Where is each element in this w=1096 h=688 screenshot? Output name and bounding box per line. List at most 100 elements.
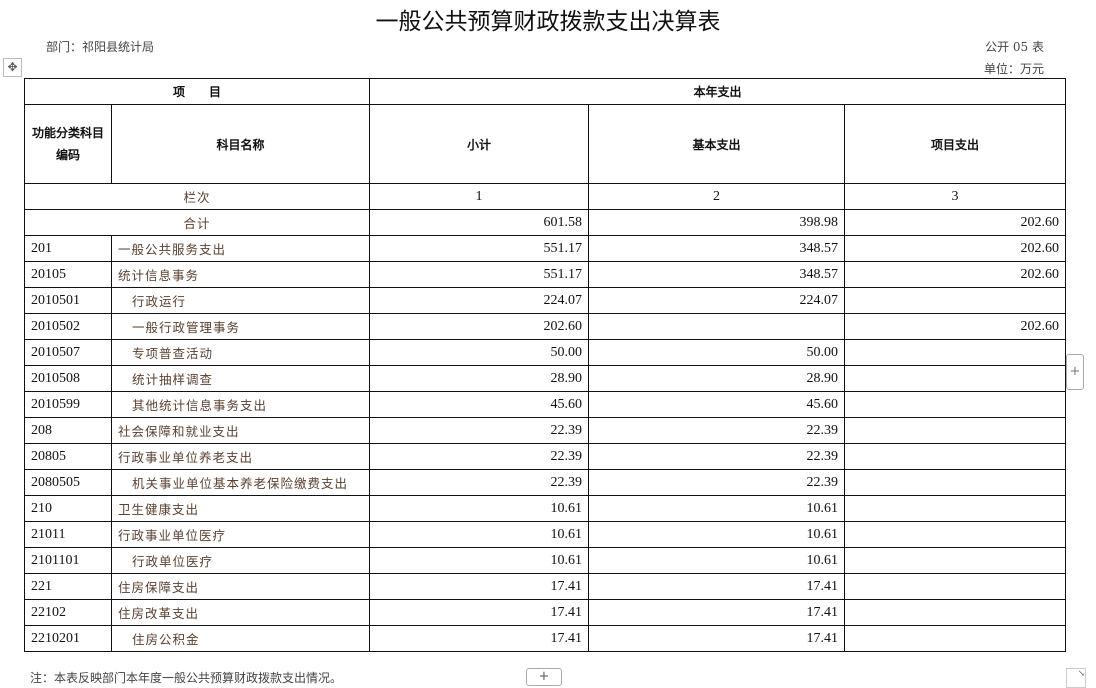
- resize-handle-icon[interactable]: ↘: [1066, 668, 1086, 688]
- row-name: 统计抽样调查: [110, 365, 371, 392]
- row-project: [844, 339, 1067, 366]
- page-title: 一般公共预算财政拨款支出决算表: [375, 9, 721, 35]
- table-row: 20805 行政事业单位养老支出 22.39 22.39: [24, 443, 1067, 470]
- row-code: 2010599: [24, 391, 112, 418]
- row-project: 202.60: [844, 235, 1067, 262]
- row-subtotal: 551.17: [369, 261, 590, 288]
- table-row: 201 一般公共服务支出 551.17 348.57 202.60: [24, 235, 1067, 262]
- row-code: 201: [24, 235, 112, 262]
- row-subtotal: 17.41: [369, 599, 590, 626]
- table-row: 2080505 机关事业单位基本养老保险缴费支出 22.39 22.39: [24, 469, 1067, 496]
- header-row-1: 项 目 本年支出: [23, 78, 1067, 105]
- row-project: [844, 521, 1067, 548]
- add-column-button[interactable]: +: [1066, 354, 1084, 390]
- table-row: 2010502 一般行政管理事务 202.60 202.60: [24, 313, 1067, 340]
- column-index-2: 2: [588, 183, 846, 210]
- row-name: 其他统计信息事务支出: [110, 391, 371, 418]
- table-row: 22102 住房改革支出 17.41 17.41: [24, 599, 1067, 626]
- row-name: 行政事业单位养老支出: [110, 443, 371, 470]
- row-subtotal: 22.39: [369, 469, 590, 496]
- row-code: 2101101: [24, 547, 112, 574]
- row-subtotal: 17.41: [369, 573, 590, 600]
- add-row-button[interactable]: +: [526, 668, 562, 686]
- row-basic: 348.57: [588, 235, 846, 262]
- table-row: 20105 统计信息事务 551.17 348.57 202.60: [24, 261, 1067, 288]
- footnote: 注：本表反映部门本年度一般公共预算财政拨款支出情况。: [30, 671, 343, 685]
- table-row: 208 社会保障和就业支出 22.39 22.39: [24, 417, 1067, 444]
- row-basic: 50.00: [588, 339, 846, 366]
- row-basic: 17.41: [588, 625, 846, 652]
- table-row: 210 卫生健康支出 10.61 10.61: [24, 495, 1067, 522]
- row-project: [844, 547, 1067, 574]
- row-project: [844, 365, 1067, 392]
- row-basic: 28.90: [588, 365, 846, 392]
- table-number: 公开 05 表: [985, 40, 1044, 54]
- column-index-row: 栏次 1 2 3: [23, 183, 1067, 210]
- row-name: 行政运行: [110, 287, 371, 314]
- table-row: 2210201 住房公积金 17.41 17.41: [24, 625, 1067, 652]
- row-basic: 10.61: [588, 521, 846, 548]
- table-row: 2010508 统计抽样调查 28.90 28.90: [24, 365, 1067, 392]
- total-row: 合计 601.58 398.98 202.60: [23, 209, 1067, 236]
- row-subtotal: 202.60: [369, 313, 590, 340]
- row-name: 卫生健康支出: [110, 495, 371, 522]
- row-code: 2010501: [24, 287, 112, 314]
- row-code: 22102: [24, 599, 112, 626]
- header-basic: 基本支出: [588, 104, 846, 184]
- row-project: [844, 391, 1067, 418]
- table-row: 2010507 专项普查活动 50.00 50.00: [24, 339, 1067, 366]
- row-subtotal: 28.90: [369, 365, 590, 392]
- table-row: 21011 行政事业单位医疗 10.61 10.61: [24, 521, 1067, 548]
- row-subtotal: 17.41: [369, 625, 590, 652]
- header-project: 项 目: [23, 78, 371, 105]
- row-basic: 17.41: [588, 599, 846, 626]
- row-basic: [588, 313, 846, 340]
- table-row: 2010501 行政运行 224.07 224.07: [24, 287, 1067, 314]
- row-code: 208: [24, 417, 112, 444]
- row-name: 住房改革支出: [110, 599, 371, 626]
- row-name: 行政单位医疗: [110, 547, 371, 574]
- row-basic: 10.61: [588, 547, 846, 574]
- total-basic: 398.98: [588, 209, 846, 236]
- row-code: 20105: [24, 261, 112, 288]
- table-row: 2010599 其他统计信息事务支出 45.60 45.60: [24, 391, 1067, 418]
- header-row-2: 功能分类科目编码 科目名称 小计 基本支出 项目支出: [24, 104, 1067, 184]
- row-project: [844, 599, 1067, 626]
- row-code: 2010502: [24, 313, 112, 340]
- row-basic: 22.39: [588, 443, 846, 470]
- header-subtotal: 小计: [369, 104, 590, 184]
- row-name: 一般行政管理事务: [110, 313, 371, 340]
- unit-label: 单位：万元: [983, 62, 1044, 76]
- row-project: [844, 469, 1067, 496]
- row-basic: 45.60: [588, 391, 846, 418]
- row-basic: 22.39: [588, 417, 846, 444]
- header-name: 科目名称: [110, 104, 371, 184]
- row-project: [844, 625, 1067, 652]
- row-basic: 224.07: [588, 287, 846, 314]
- table-move-handle-icon[interactable]: ✥: [3, 58, 22, 77]
- row-code: 210: [24, 495, 112, 522]
- header-code: 功能分类科目编码: [24, 104, 112, 184]
- row-code: 20805: [24, 443, 112, 470]
- row-name: 住房公积金: [110, 625, 371, 652]
- row-name: 统计信息事务: [110, 261, 371, 288]
- row-subtotal: 50.00: [369, 339, 590, 366]
- total-project: 202.60: [844, 209, 1067, 236]
- row-code: 2010508: [24, 365, 112, 392]
- row-code: 221: [24, 573, 112, 600]
- row-subtotal: 22.39: [369, 417, 590, 444]
- row-basic: 22.39: [588, 469, 846, 496]
- column-index-3: 3: [844, 183, 1067, 210]
- row-name: 行政事业单位医疗: [110, 521, 371, 548]
- row-name: 社会保障和就业支出: [110, 417, 371, 444]
- row-subtotal: 10.61: [369, 495, 590, 522]
- row-subtotal: 45.60: [369, 391, 590, 418]
- row-name: 机关事业单位基本养老保险缴费支出: [110, 469, 371, 496]
- header-current-year: 本年支出: [369, 78, 1067, 105]
- total-subtotal: 601.58: [369, 209, 590, 236]
- row-code: 2210201: [24, 625, 112, 652]
- row-subtotal: 10.61: [369, 547, 590, 574]
- expenditure-table: 项 目 本年支出 功能分类科目编码 科目名称 小计 基本支出 项目支出 栏次 1…: [23, 78, 1067, 652]
- row-subtotal: 551.17: [369, 235, 590, 262]
- row-project: [844, 495, 1067, 522]
